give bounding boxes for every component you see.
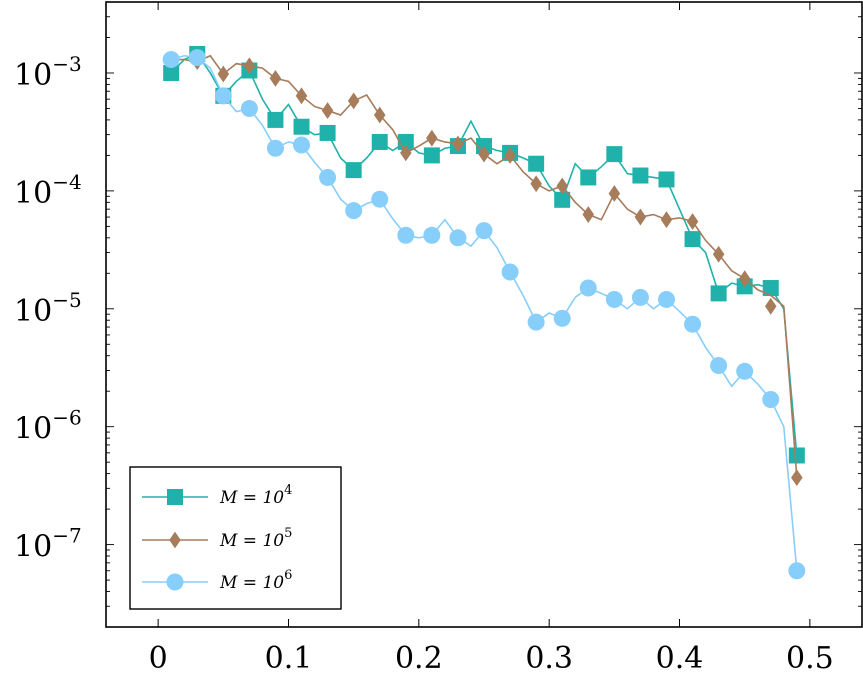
marker-circle bbox=[631, 288, 649, 306]
marker-circle bbox=[188, 49, 206, 67]
marker-square bbox=[319, 124, 336, 141]
y-tick-label: 10−3 bbox=[14, 52, 82, 93]
marker-diamond bbox=[582, 206, 595, 223]
marker-diamond bbox=[608, 185, 621, 202]
marker-circle bbox=[579, 279, 597, 297]
marker-square bbox=[684, 231, 701, 248]
marker-diamond bbox=[321, 102, 334, 119]
y-tick-label: 10−4 bbox=[14, 170, 82, 211]
marker-diamond bbox=[373, 106, 386, 124]
x-tick-label: 0.3 bbox=[525, 641, 573, 676]
marker-diamond bbox=[530, 175, 542, 193]
marker-diamond bbox=[791, 469, 803, 486]
series-layer bbox=[162, 45, 806, 580]
series-line bbox=[170, 52, 798, 456]
marker-diamond bbox=[686, 213, 699, 230]
marker-square bbox=[580, 169, 597, 186]
marker-square bbox=[528, 155, 545, 172]
legend-label: M = 104 bbox=[219, 483, 292, 508]
marker-circle bbox=[710, 357, 728, 375]
marker-circle bbox=[423, 226, 441, 244]
marker-circle bbox=[266, 139, 284, 157]
marker-diamond bbox=[269, 69, 282, 87]
marker-circle bbox=[319, 168, 337, 186]
marker-circle bbox=[214, 87, 232, 105]
marker-square bbox=[658, 171, 675, 188]
marker-circle bbox=[501, 263, 519, 281]
marker-diamond bbox=[347, 92, 360, 110]
marker-diamond bbox=[426, 129, 438, 147]
marker-diamond bbox=[243, 57, 256, 75]
marker-square bbox=[788, 447, 805, 464]
marker-circle bbox=[345, 202, 363, 220]
marker-circle bbox=[657, 290, 675, 308]
x-tick-label: 0.4 bbox=[656, 641, 704, 676]
marker-circle bbox=[762, 391, 780, 409]
marker-circle bbox=[293, 136, 311, 154]
marker-diamond bbox=[478, 145, 490, 163]
x-tick-label: 0.5 bbox=[786, 641, 834, 676]
x-tick-label: 0.1 bbox=[265, 641, 313, 676]
marker-circle bbox=[553, 309, 571, 327]
marker-diamond bbox=[556, 177, 568, 195]
marker-diamond bbox=[738, 270, 751, 288]
legend: M = 104 M = 105 M = 106 bbox=[129, 466, 342, 610]
tick-labels: 0 0.1 0.2 0.3 0.4 0.5 10−3 10−4 10−5 10−6 10−7 bbox=[14, 52, 834, 676]
marker-square bbox=[762, 280, 779, 297]
marker-diamond bbox=[400, 144, 412, 162]
marker-circle bbox=[684, 315, 702, 333]
marker-diamond bbox=[712, 245, 725, 263]
marker-square bbox=[710, 285, 727, 302]
marker-diamond bbox=[295, 87, 308, 105]
y-tick-label: 10−6 bbox=[14, 406, 82, 447]
marker-circle bbox=[736, 362, 754, 380]
marker-diamond bbox=[764, 297, 777, 315]
legend-label: M = 106 bbox=[219, 568, 292, 593]
marker-circle bbox=[475, 222, 493, 240]
marker-square bbox=[423, 147, 440, 164]
y-tick-label: 10−7 bbox=[14, 524, 82, 565]
marker-circle bbox=[527, 313, 545, 331]
marker-diamond bbox=[660, 211, 673, 229]
marker-square bbox=[293, 118, 310, 135]
x-tick-label: 0.2 bbox=[395, 641, 443, 676]
marker-circle bbox=[397, 226, 415, 244]
marker-diamond bbox=[217, 65, 230, 83]
marker-circle bbox=[605, 290, 623, 308]
marker-diamond bbox=[634, 208, 647, 226]
series-2 bbox=[165, 51, 803, 486]
marker-square bbox=[632, 167, 649, 184]
marker-diamond bbox=[452, 135, 464, 153]
marker-diamond bbox=[169, 531, 181, 549]
y-tick-label: 10−5 bbox=[14, 288, 82, 329]
marker-circle bbox=[788, 562, 806, 580]
marker-circle bbox=[449, 229, 467, 247]
plot-frame bbox=[105, 1, 863, 628]
marker-square bbox=[554, 191, 571, 208]
marker-circle bbox=[162, 51, 180, 69]
legend-label: M = 105 bbox=[219, 526, 292, 551]
series-3 bbox=[162, 49, 806, 580]
marker-square bbox=[167, 489, 183, 505]
x-tick-label: 0 bbox=[149, 641, 168, 676]
series-line bbox=[171, 54, 798, 478]
marker-circle bbox=[371, 190, 389, 208]
marker-square bbox=[606, 146, 623, 163]
marker-diamond bbox=[504, 146, 516, 164]
marker-square bbox=[371, 133, 388, 150]
series-1 bbox=[163, 45, 805, 464]
marker-square bbox=[267, 111, 284, 128]
legend-box bbox=[129, 466, 342, 610]
marker-circle bbox=[240, 99, 258, 117]
marker-circle bbox=[166, 573, 184, 591]
marker-square bbox=[345, 162, 362, 179]
marker-square bbox=[163, 64, 180, 81]
